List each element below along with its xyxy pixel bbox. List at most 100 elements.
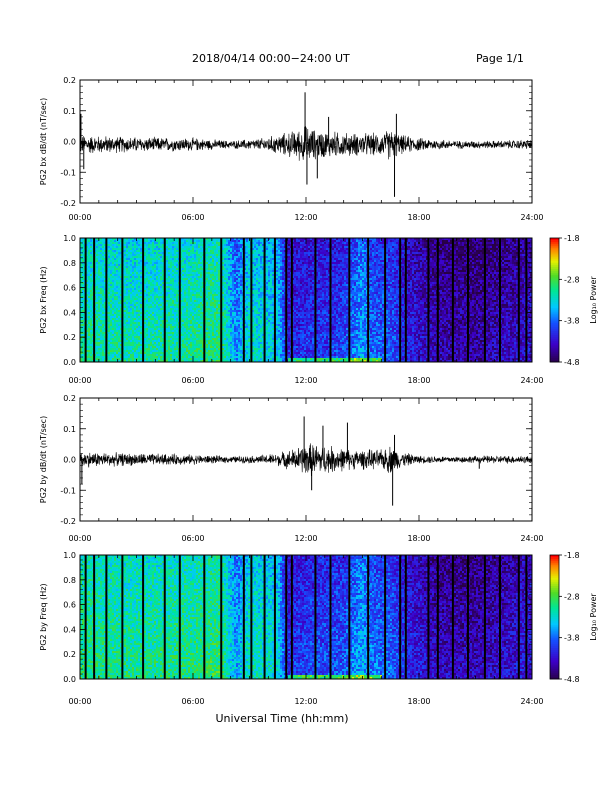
spectrogram-cell (168, 254, 170, 256)
spectrogram-cell (176, 240, 178, 242)
spectrogram-cell (146, 314, 148, 316)
spectrogram-cell (108, 280, 110, 282)
spectrogram-cell (194, 336, 196, 338)
spectrogram-cell (132, 340, 134, 342)
spectrogram-cell (170, 332, 172, 334)
spectrogram-cell (236, 276, 238, 278)
spectrogram-cell (218, 246, 220, 248)
spectrogram-cell (150, 340, 152, 342)
spectrogram-cell (136, 258, 138, 260)
spectrogram-cell (172, 244, 174, 246)
spectrogram-cell (216, 256, 218, 258)
spectrogram-cell (124, 244, 126, 246)
spectrogram-cell (100, 318, 102, 320)
spectrogram-cell (170, 340, 172, 342)
spectrogram-cell (112, 334, 114, 336)
spectrogram-cell (198, 242, 200, 244)
spectrogram-cell (114, 250, 116, 252)
spectrogram-cell (96, 254, 98, 256)
spectrogram-cell (128, 318, 130, 320)
spectrogram-cell (216, 330, 218, 332)
spectrogram-cell (138, 300, 140, 302)
spectrogram-cell (126, 328, 128, 330)
spectrogram-cell (236, 286, 238, 288)
spectrogram-cell (102, 336, 104, 338)
spectrogram-cell (208, 290, 210, 292)
spectrogram-cell (224, 298, 226, 300)
spectrogram-cell (154, 264, 156, 266)
spectrogram-cell (200, 358, 202, 360)
spectrogram-cell (210, 276, 212, 278)
spectrogram-cell (230, 266, 232, 268)
spectrogram-cell (170, 328, 172, 330)
spectrogram-cell (190, 248, 192, 250)
spectrogram-cell (190, 356, 192, 358)
spectrogram-cell (166, 250, 168, 252)
spectrogram-cell (126, 290, 128, 292)
spectrogram-cell (158, 264, 160, 266)
spectrogram-cell (140, 268, 142, 270)
spectrogram-cell (200, 246, 202, 248)
spectrogram-cell (190, 260, 192, 262)
spectrogram-cell (158, 302, 160, 304)
spectrogram-cell (198, 282, 200, 284)
spectrogram-cell (232, 276, 234, 278)
spectrogram-cell (216, 312, 218, 314)
spectrogram-cell (112, 312, 114, 314)
spectrogram-cell (234, 328, 236, 330)
spectrogram-cell (96, 298, 98, 300)
spectrogram-cell (174, 250, 176, 252)
spectrogram-cell (190, 256, 192, 258)
spectrogram-cell (128, 348, 130, 350)
spectrogram-cell (138, 284, 140, 286)
spectrogram-cell (172, 310, 174, 312)
spectrogram-cell (194, 266, 196, 268)
spectrogram-cell (154, 350, 156, 352)
spectrogram-cell (130, 264, 132, 266)
spectrogram-cell (194, 282, 196, 284)
spectrogram-cell (130, 284, 132, 286)
spectrogram-cell (126, 342, 128, 344)
spectrogram-cell (186, 338, 188, 340)
spectrogram-cell (218, 292, 220, 294)
spectrogram-cell (168, 264, 170, 266)
spectrogram-cell (170, 346, 172, 348)
spectrogram-cell (146, 256, 148, 258)
spectrogram-cell (216, 338, 218, 340)
spectrogram-cell (184, 340, 186, 342)
spectrogram-cell (82, 288, 84, 290)
spectrogram-cell (82, 338, 84, 340)
spectrogram-cell (114, 302, 116, 304)
spectrogram-cell (112, 278, 114, 280)
spectrogram-cell (208, 358, 210, 360)
spectrogram-cell (190, 342, 192, 344)
spectrogram-cell (228, 316, 230, 318)
spectrogram-cell (188, 332, 190, 334)
spectrogram-cell (152, 344, 154, 346)
spectrogram-cell (232, 266, 234, 268)
spectrogram-cell (192, 258, 194, 260)
spectrogram-cell (124, 270, 126, 272)
spectrogram-cell (224, 264, 226, 266)
spectrogram-cell (100, 278, 102, 280)
spectrogram-cell (200, 268, 202, 270)
spectrogram-cell (112, 254, 114, 256)
spectrogram-cell (176, 288, 178, 290)
spectrogram-cell (150, 274, 152, 276)
spectrogram-cell (188, 252, 190, 254)
spectrogram-cell (172, 308, 174, 310)
spectrogram-cell (224, 296, 226, 298)
spectrogram-cell (146, 240, 148, 242)
spectrogram-cell (158, 334, 160, 336)
spectrogram-cell (90, 320, 92, 322)
spectrogram-cell (192, 344, 194, 346)
spectrogram-cell (234, 352, 236, 354)
spectrogram-cell (228, 278, 230, 280)
spectrogram-cell (88, 334, 90, 336)
spectrogram-cell (176, 316, 178, 318)
spectrogram-cell (130, 266, 132, 268)
spectrogram-cell (90, 244, 92, 246)
spectrogram-cell (198, 278, 200, 280)
spectrogram-cell (196, 312, 198, 314)
spectrogram-cell (224, 348, 226, 350)
